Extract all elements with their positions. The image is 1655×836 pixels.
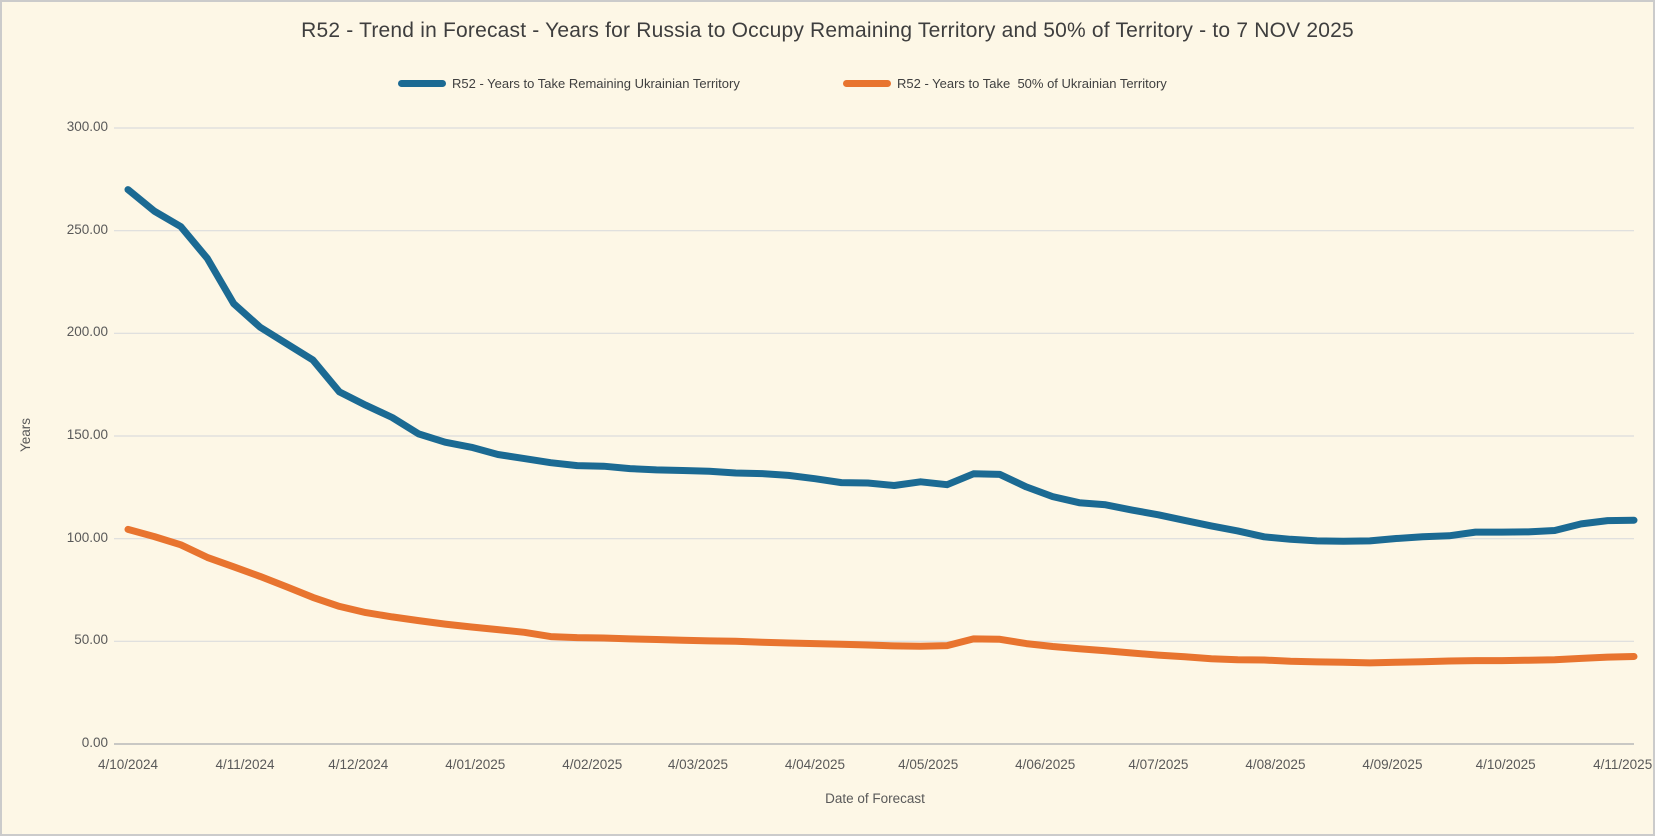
- y-tick-label: 250.00: [66, 221, 108, 237]
- legend-item-50pct-territory: R52 - Years to Take 50% of Ukrainian Ter…: [843, 74, 1167, 92]
- x-tick-label: 4/10/2024: [97, 757, 159, 772]
- x-tick-label: 4/11/2024: [215, 757, 275, 772]
- legend-label-50pct-territory: R52 - Years to Take 50% of Ukrainian Ter…: [897, 75, 1167, 91]
- legend-item-remaining-territory: R52 - Years to Take Remaining Ukrainian …: [398, 74, 740, 92]
- y-tick-label: 50.00: [74, 632, 108, 648]
- y-tick-label: 200.00: [66, 324, 108, 340]
- x-tick-label: 4/07/2025: [1128, 757, 1189, 772]
- legend-label-remaining-territory: R52 - Years to Take Remaining Ukrainian …: [452, 75, 740, 91]
- x-tick-label: 4/12/2024: [328, 757, 389, 772]
- legend-swatch-remaining-territory-icon: [398, 79, 446, 87]
- x-axis-title: Date of Forecast: [825, 791, 925, 806]
- y-tick-label: 0.00: [81, 735, 108, 750]
- x-tick-label: 4/06/2025: [1015, 757, 1076, 772]
- x-tick-label: 4/09/2025: [1362, 757, 1423, 772]
- y-axis-title: Years: [18, 417, 33, 453]
- x-tick-label: 4/11/2025: [1593, 757, 1653, 772]
- legend-swatch-50pct-territory-icon: [843, 79, 891, 87]
- y-tick-label: 150.00: [66, 427, 108, 442]
- x-tick-label: 4/02/2025: [562, 757, 623, 772]
- x-tick-label: 4/01/2025: [445, 757, 506, 772]
- x-tick-label: 4/10/2025: [1475, 757, 1536, 772]
- y-tick-label: 100.00: [66, 529, 108, 545]
- x-tick-label: 4/08/2025: [1245, 757, 1306, 772]
- y-tick-label: 300.00: [66, 119, 108, 134]
- x-tick-label: 4/04/2025: [784, 757, 845, 772]
- x-tick-label: 4/05/2025: [898, 757, 959, 772]
- x-tick-label: 4/03/2025: [667, 757, 728, 772]
- chart-title: R52 - Trend in Forecast - Years for Russ…: [301, 19, 1354, 42]
